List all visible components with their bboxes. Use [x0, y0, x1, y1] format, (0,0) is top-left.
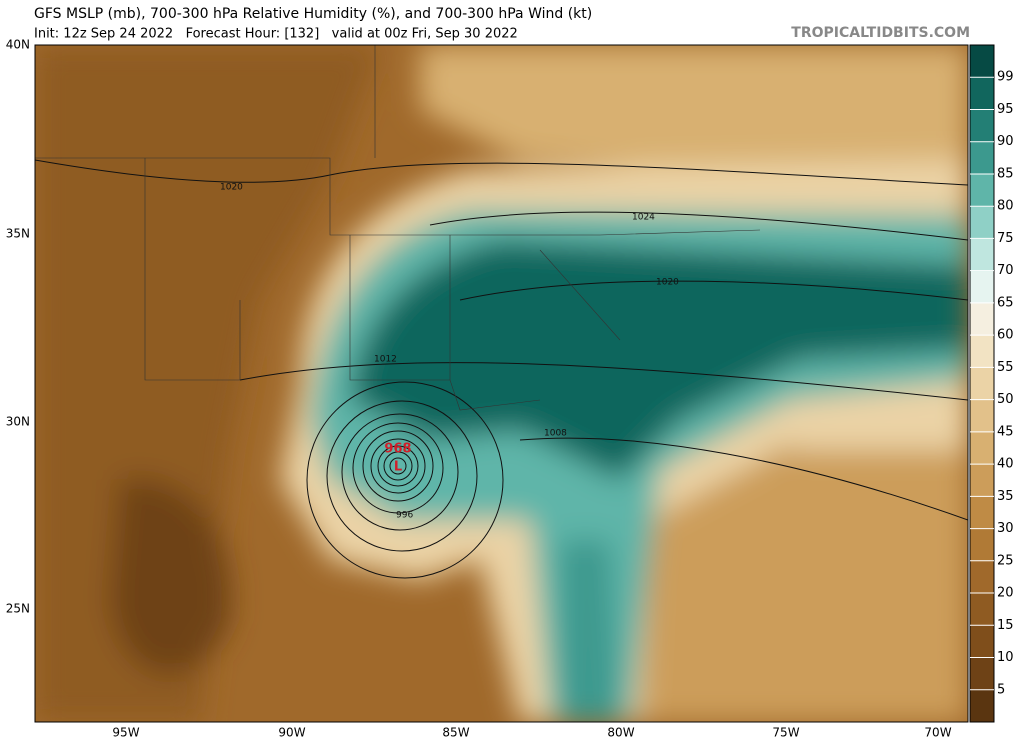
colorbar-label: 40 [997, 457, 1014, 472]
isobars [35, 159, 968, 579]
colorbar-label: 50 [997, 392, 1014, 407]
lat-label: 30N [6, 415, 30, 429]
colorbar-band [970, 464, 994, 497]
colorbar-label: 45 [997, 424, 1014, 439]
colorbar-label: 55 [997, 360, 1014, 375]
colorbar-label: 35 [997, 489, 1014, 504]
colorbar-band [970, 593, 994, 626]
colorbar-band [970, 496, 994, 530]
lon-label: 75W [772, 726, 799, 740]
colorbar-band [970, 77, 994, 110]
lon-label: 85W [442, 726, 469, 740]
colorbar-label: 75 [997, 231, 1014, 246]
lat-label: 25N [6, 602, 30, 616]
lat-label: 40N [6, 38, 30, 52]
colorbar-band [970, 206, 994, 239]
colorbar-label: 20 [997, 586, 1014, 601]
colorbar-label: 30 [997, 521, 1014, 536]
lon-label: 70W [924, 726, 951, 740]
moist-north [420, 45, 968, 180]
colorbar-band [970, 302, 994, 336]
lon-label: 80W [607, 726, 634, 740]
contour-label: 1020 [656, 278, 679, 288]
colorbar-label: 80 [997, 199, 1014, 214]
colorbar-band [970, 560, 994, 594]
contour-label: 1024 [632, 213, 655, 223]
lat-label: 35N [6, 227, 30, 241]
colorbar-label: 90 [997, 134, 1014, 149]
colorbar-band [970, 689, 994, 723]
colorbar-band [970, 335, 994, 368]
dry-core [110, 478, 232, 675]
colorbar-frame [969, 44, 995, 723]
colorbar-band [970, 431, 994, 465]
map-title: GFS MSLP (mb), 700-300 hPa Relative Humi… [34, 6, 592, 22]
colorbar-label: 99 [997, 70, 1014, 85]
colorbar-label: 25 [997, 553, 1014, 568]
low-pressure-value: 968 [384, 442, 411, 457]
contour-label: 1020 [220, 183, 243, 193]
lon-label: 95W [112, 726, 139, 740]
colorbar-label: 5 [997, 682, 1005, 697]
colorbar-band [970, 270, 994, 304]
colorbar-label: 70 [997, 263, 1014, 278]
colorbar-band [970, 625, 994, 659]
map-field [35, 45, 968, 722]
colorbar-band [970, 528, 994, 562]
contour-label: 1008 [544, 429, 567, 439]
colorbar-band [970, 173, 994, 207]
colorbar: 5 10 15 20 25 30 35 40 45 50 55 60 65 70 75 80 85 90 95 99 [969, 44, 1014, 723]
colorbar-band [970, 367, 994, 401]
contour-label: 996 [396, 511, 413, 521]
colorbar-label: 65 [997, 295, 1014, 310]
colorbar-label: 15 [997, 618, 1014, 633]
state-borders [35, 45, 761, 411]
site-credit: TROPICALTIDBITS.COM [791, 25, 970, 41]
map-subtitle: Init: 12z Sep 24 2022 Forecast Hour: [13… [34, 27, 518, 42]
colorbar-label: 85 [997, 166, 1014, 181]
colorbar-band [970, 399, 994, 433]
colorbar-label: 60 [997, 328, 1014, 343]
saturated-core [350, 240, 968, 480]
colorbar-band [970, 109, 994, 143]
lon-label: 90W [278, 726, 305, 740]
colorbar-band [970, 45, 994, 78]
moist-southeast [620, 420, 968, 722]
colorbar-label: 10 [997, 650, 1014, 665]
map-frame [34, 44, 969, 723]
colorbar-band [970, 657, 994, 691]
low-symbol: L [394, 460, 402, 475]
colorbar-band [970, 238, 994, 272]
contour-label: 1012 [374, 355, 397, 365]
colorbar-label: 95 [997, 102, 1014, 117]
florida-moist-strip [560, 540, 620, 722]
colorbar-band [970, 141, 994, 175]
